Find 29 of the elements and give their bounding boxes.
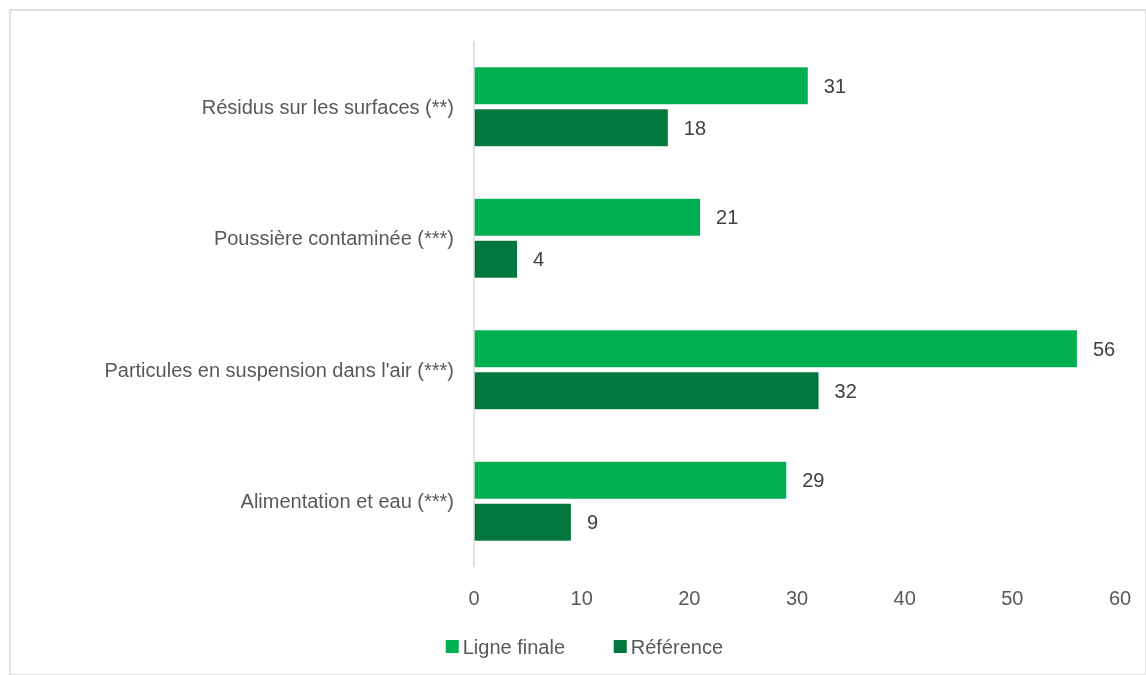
bar [474,240,518,278]
x-tick-label: 30 [785,587,809,609]
bar [474,330,1077,368]
y-tick-label: Particules en suspension dans l'air (***) [104,358,454,381]
x-tick-label: 10 [570,587,593,609]
legend-label: Référence [630,636,724,658]
data-label: 4 [533,248,545,271]
bar [474,67,808,105]
bar [474,372,819,410]
bar [474,198,701,236]
bar [474,109,668,147]
x-tick-label: 0 [468,587,480,609]
x-tick-label: 40 [893,587,916,609]
x-tick-label: 50 [1001,587,1024,609]
y-tick-label: Résidus sur les surfaces (**) [201,95,454,118]
data-label: 31 [823,74,847,97]
y-tick-label: Alimentation et eau (***) [240,490,454,513]
data-label: 32 [834,379,857,402]
y-tick-label: Poussière contaminée (***) [213,227,454,250]
x-tick-label: 20 [678,587,701,609]
data-label: 9 [586,511,599,534]
data-label: 56 [1092,337,1116,360]
data-label: 18 [683,116,707,139]
data-label: 21 [716,206,739,229]
x-tick-label: 60 [1108,587,1132,609]
legend-label: Ligne finale [462,636,566,658]
bar [474,461,787,499]
data-label: 29 [802,469,825,492]
bar [474,503,571,541]
